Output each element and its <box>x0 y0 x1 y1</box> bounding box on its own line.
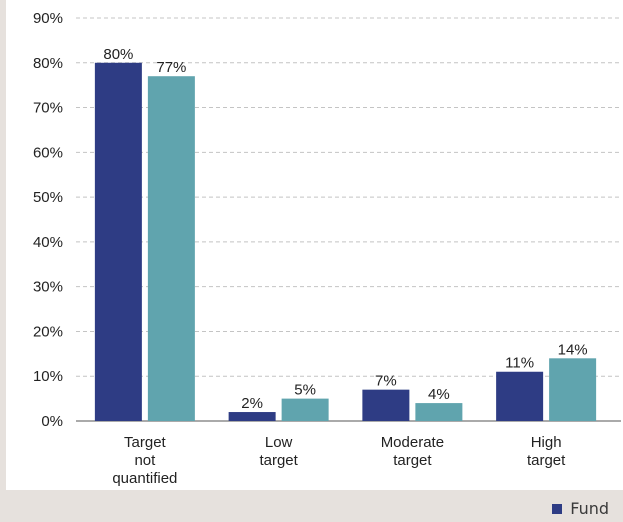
data-label: 4% <box>428 386 450 403</box>
x-tick-label: Target <box>124 434 167 451</box>
chart-panel: 0% 10% 20% 30% 40% 50% 60% 70% 80% 90% 80% 77% Targe… <box>6 0 623 490</box>
y-tick-label: 80% <box>33 55 63 72</box>
y-tick-label: 10% <box>33 368 63 385</box>
bar <box>228 412 276 421</box>
y-tick-label: 30% <box>33 279 63 296</box>
x-tick-label: target <box>393 452 432 469</box>
legend-swatch-fund <box>552 503 563 514</box>
legend: Fund <box>552 499 609 518</box>
y-tick-label: 50% <box>33 189 63 206</box>
bar <box>496 371 544 421</box>
bar <box>415 403 463 421</box>
bar-chart: 0% 10% 20% 30% 40% 50% 60% 70% 80% 90% 80% 77% Targe… <box>33 10 621 487</box>
data-label: 14% <box>558 341 588 358</box>
bar <box>362 389 410 421</box>
y-tick-label: 40% <box>33 234 63 251</box>
data-label: 77% <box>156 59 186 76</box>
y-tick-label: 90% <box>33 10 63 27</box>
y-tick-label: 60% <box>33 144 63 161</box>
data-label: 80% <box>103 46 133 63</box>
x-tick-label: Moderate <box>381 434 444 451</box>
data-label: 11% <box>505 355 534 372</box>
x-tick-label: High <box>531 434 562 451</box>
data-label: 7% <box>375 373 397 390</box>
y-tick-label: 20% <box>33 323 63 340</box>
bar <box>94 62 142 422</box>
bar <box>281 398 329 421</box>
x-tick-label: not <box>134 452 156 469</box>
x-tick-label: quantified <box>112 470 177 487</box>
y-tick-label: 70% <box>33 100 63 117</box>
data-label: 2% <box>241 395 263 412</box>
x-tick-label: Low <box>265 434 293 451</box>
x-tick-label: target <box>527 452 566 469</box>
y-tick-label: 0% <box>41 413 63 430</box>
legend-label-fund: Fund <box>570 499 609 518</box>
bar <box>549 358 597 421</box>
bar <box>147 76 195 421</box>
data-label: 5% <box>294 382 316 399</box>
x-tick-label: target <box>259 452 298 469</box>
